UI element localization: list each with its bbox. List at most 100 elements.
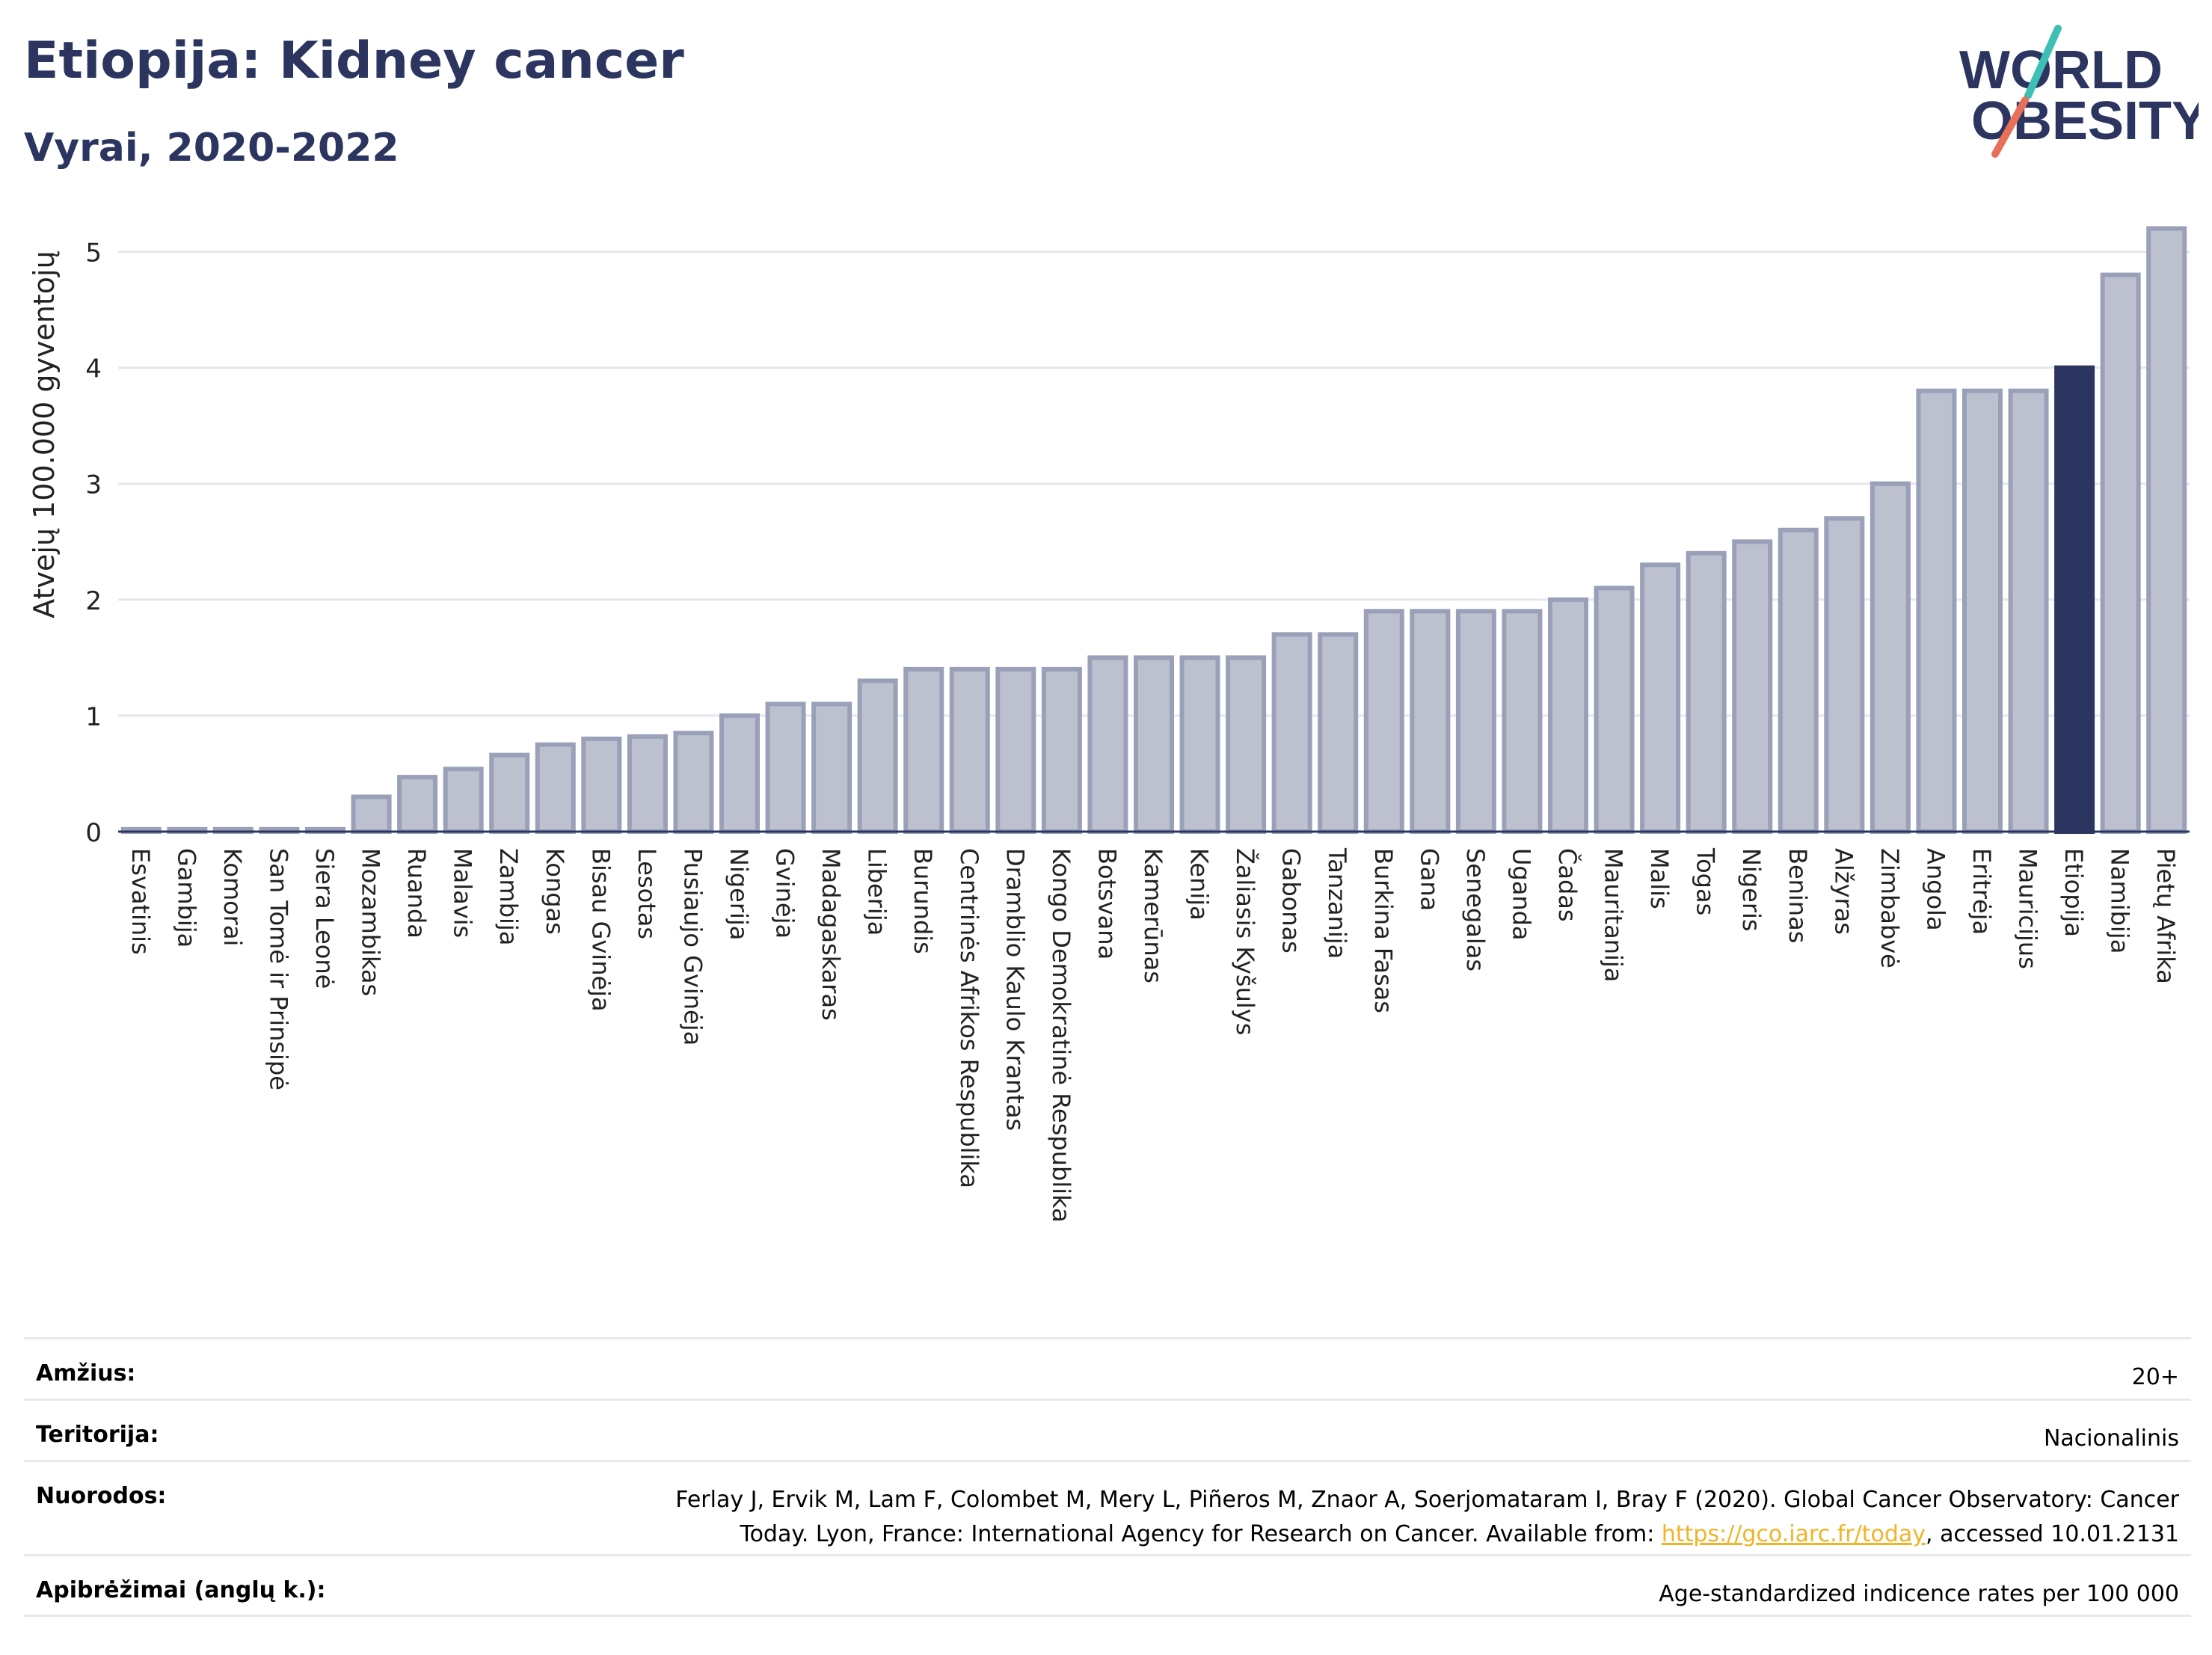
meta-key-definitions: Apibrėžimai (anglų k.):: [36, 1577, 326, 1603]
x-tick-label-42: Mauricijus: [2014, 848, 2042, 969]
bar-25: [1226, 655, 1267, 835]
x-tick-label-36: Nigeris: [1737, 848, 1766, 932]
bar-41: [1961, 388, 2003, 834]
bar-30: [1455, 609, 1496, 834]
x-tick-label-8: Malavis: [449, 848, 477, 938]
bar-17: [857, 678, 898, 835]
meta-value-definitions: Age-standardized indicence rates per 100…: [1659, 1581, 2179, 1607]
meta-key-references: Nuorodos:: [36, 1483, 167, 1509]
x-tick-label-11: Bisau Gvinėja: [586, 848, 615, 1012]
x-tick-label-40: Angola: [1921, 848, 1950, 931]
x-tick-label-15: Gvinėja: [771, 848, 799, 939]
bar-36: [1732, 539, 1773, 834]
bar-9: [489, 752, 530, 835]
y-tick-label-5: 5: [85, 239, 102, 268]
bar-12: [627, 734, 668, 834]
y-axis-ticks: 0 1 2 3 4 5: [85, 239, 102, 848]
x-tick-label-44: Namibija: [2106, 848, 2134, 954]
chart-subtitle: Vyrai, 2020-2022: [24, 126, 399, 171]
bar-6: [351, 794, 392, 834]
x-tick-label-19: Centrinės Afrikos Respublika: [955, 848, 983, 1188]
bar-24: [1179, 655, 1220, 835]
logo-slash-coral: [1991, 96, 2029, 158]
x-tick-label-32: Čadas: [1553, 848, 1582, 922]
x-tick-label-45: Pietų Afrika: [2151, 848, 2180, 984]
meta-row-territory: Teritorija: Nacionalinis: [24, 1398, 2191, 1460]
bar-19: [949, 666, 990, 834]
x-tick-label-13: Pusiaujo Gvinėja: [678, 848, 707, 1045]
bar-33: [1594, 586, 1635, 834]
meta-row-references: Nuorodos: Ferlay J, Ervik M, Lam F, Colo…: [24, 1460, 2191, 1554]
bar-7: [397, 775, 438, 835]
bar-43: [2054, 365, 2095, 835]
bar-32: [1547, 597, 1589, 835]
reference-link[interactable]: https://gco.iarc.fr/today: [1661, 1521, 1926, 1547]
x-tick-label-18: Burundis: [909, 848, 937, 954]
bar-23: [1133, 655, 1175, 835]
x-tick-label-5: Siera Leonė: [310, 848, 339, 989]
y-axis-label: Atvejų 100.000 gyventojų: [28, 251, 61, 618]
logo-slash-teal: [2024, 25, 2062, 99]
reference-line-2-post: , accessed 10.01.2131: [1926, 1521, 2179, 1547]
bar-39: [1870, 481, 1911, 834]
bar-34: [1640, 562, 1681, 834]
bar-31: [1502, 609, 1543, 834]
x-tick-label-22: Botsvana: [1093, 848, 1121, 959]
reference-line-1: Ferlay J, Ervik M, Lam F, Colombet M, Me…: [675, 1487, 2179, 1513]
x-tick-label-7: Ruanda: [402, 848, 431, 939]
logo-text-obesity: OBESITY: [1971, 91, 2199, 151]
y-tick-label-1: 1: [85, 702, 102, 732]
x-tick-label-12: Lesotas: [633, 848, 661, 939]
x-tick-label-41: Eritrėja: [1967, 848, 1996, 935]
metadata-table: Amžius: 20+ Teritorija: Nacionalinis Nuo…: [24, 1337, 2191, 1617]
bar-26: [1271, 632, 1312, 834]
x-tick-label-29: Gana: [1415, 848, 1443, 911]
x-tick-label-31: Uganda: [1507, 848, 1535, 941]
y-tick-label-2: 2: [85, 586, 102, 616]
x-tick-label-26: Gabonas: [1277, 848, 1306, 954]
bar-37: [1778, 527, 1819, 834]
x-tick-label-4: San Tomė ir Prinsipė: [264, 848, 292, 1090]
bar-21: [1041, 666, 1082, 834]
x-tick-label-43: Etiopija: [2059, 848, 2088, 937]
reference-line-2-pre: Today. Lyon, France: International Agenc…: [740, 1521, 1662, 1547]
meta-value-age: 20+: [2131, 1364, 2179, 1390]
x-tick-label-30: Senegalas: [1461, 848, 1490, 971]
y-tick-label-3: 3: [85, 470, 102, 500]
x-tick-label-1: Esvatinis: [126, 848, 155, 955]
y-tick-label-0: 0: [85, 818, 102, 848]
world-obesity-logo: WORLD OBESITY: [1959, 25, 2199, 158]
meta-value-territory: Nacionalinis: [2043, 1425, 2179, 1452]
bar-18: [903, 666, 944, 834]
bar-10: [535, 742, 576, 835]
x-tick-label-21: Kongo Demokratinė Respublika: [1047, 848, 1075, 1223]
bar-35: [1686, 550, 1727, 834]
x-tick-label-14: Nigerija: [725, 848, 753, 940]
x-tick-label-38: Alžyras: [1829, 848, 1858, 935]
bar-27: [1318, 632, 1359, 834]
bar-40: [1916, 388, 1957, 834]
meta-value-references: Ferlay J, Ervik M, Lam F, Colombet M, Me…: [675, 1483, 2179, 1552]
bar-38: [1824, 516, 1865, 835]
x-tick-label-34: Malis: [1645, 848, 1674, 909]
bar-11: [581, 736, 622, 834]
x-tick-label-33: Mauritanija: [1600, 848, 1628, 982]
bar-45: [2146, 226, 2187, 834]
y-tick-label-4: 4: [85, 354, 102, 384]
x-tick-label-6: Mozambikas: [357, 848, 385, 996]
x-tick-label-25: Žaliasis Kyšulys: [1231, 848, 1259, 1035]
x-tick-label-35: Togas: [1692, 847, 1720, 915]
meta-key-age: Amžius:: [36, 1360, 136, 1387]
x-axis-labels: Esvatinis Gambija Komorai San Tomė ir Prins…: [126, 847, 2180, 1223]
chart-title: Etiopija: Kidney cancer: [24, 31, 684, 90]
x-tick-label-9: Zambija: [494, 848, 523, 945]
bar-13: [673, 731, 714, 834]
x-tick-label-10: Kongas: [541, 848, 569, 935]
x-tick-label-20: Dramblio Kaulo Krantas: [1001, 848, 1029, 1131]
x-tick-label-27: Tanzanija: [1323, 847, 1351, 959]
bar-14: [719, 713, 761, 834]
x-tick-label-37: Beninas: [1784, 848, 1812, 943]
x-tick-label-28: Burkina Fasas: [1369, 848, 1398, 1013]
x-tick-label-2: Gambija: [172, 848, 200, 948]
bar-20: [995, 666, 1036, 834]
